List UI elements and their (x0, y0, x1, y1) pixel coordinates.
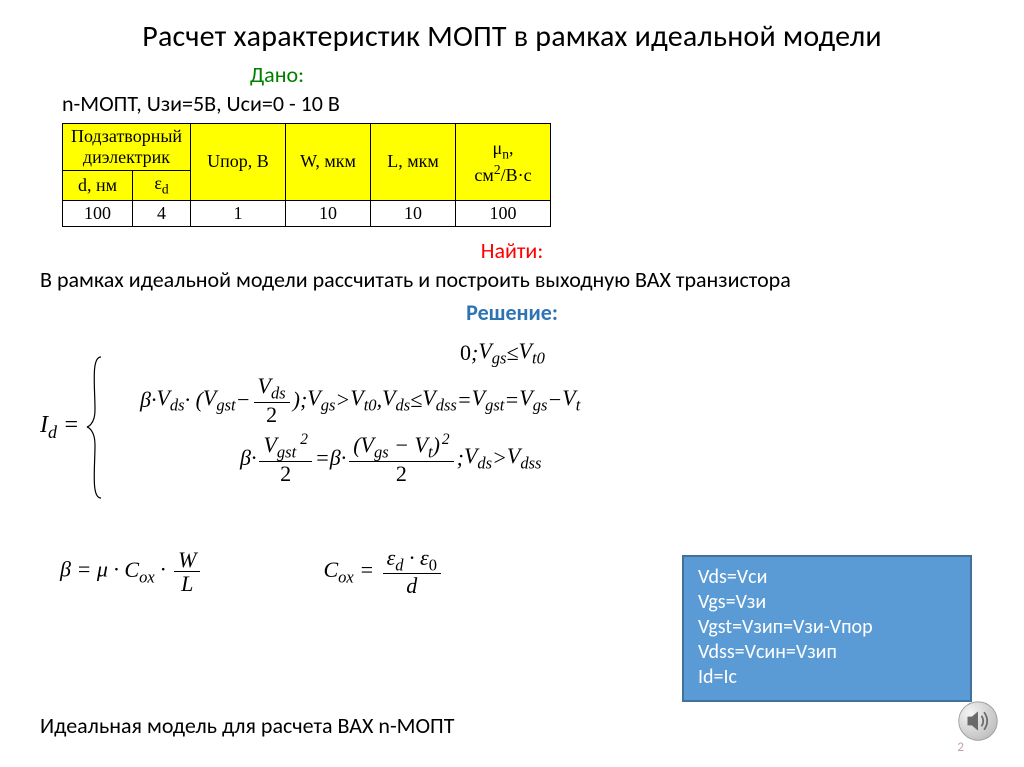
legend-box: Vds=Vси Vgs=Vзи Vgst=Vзип=Vзи-Vпор Vdss=… (682, 555, 972, 702)
cell-upor: 1 (191, 200, 286, 226)
page-title: Расчет характеристик МОПТ в рамках идеал… (40, 18, 984, 55)
legend-line: Id=Ic (698, 665, 956, 690)
cell-d: 100 (63, 200, 133, 226)
table-row: 100 4 1 10 10 100 (63, 200, 551, 226)
th-upor: Uпор, В (191, 124, 286, 201)
cell-l: 10 (371, 200, 456, 226)
legend-line: Vgs=Vзи (698, 590, 956, 615)
solution-label: Решение: (40, 299, 984, 326)
legend-line: Vds=Vси (698, 565, 956, 590)
parameters-table: Подзатворный диэлектрик Uпор, В W, мкм L… (62, 123, 551, 227)
speaker-icon (957, 700, 999, 742)
given-conditions: n-МОПТ, Uзи=5В, Uси=0 - 10 В (62, 90, 984, 117)
find-label: Найти: (40, 237, 984, 264)
th-eps: εd (133, 171, 191, 201)
th-w: W, мкм (286, 124, 371, 201)
lhs-wrap: Id = (40, 355, 107, 500)
slide-container: Расчет характеристик МОПТ в рамках идеал… (0, 0, 1024, 767)
th-dielectric: Подзатворный диэлектрик (63, 124, 191, 171)
cell-mu: 100 (456, 200, 551, 226)
case-3: β · Vgst2 2 = β · (Vgs − Vt)2 2 ;Vds > V… (240, 432, 580, 485)
footer-text: Идеальная модель для расчета ВАХ n-МОПТ (40, 712, 454, 739)
beta-formula: β = μ · Cox · W L (60, 548, 203, 595)
th-upor-text: Uпор, В (207, 151, 269, 171)
find-text: В рамках идеальной модели рассчитать и п… (40, 266, 984, 293)
cell-w: 10 (286, 200, 371, 226)
given-label: Дано: (250, 61, 984, 88)
th-d: d, нм (63, 171, 133, 201)
brace-icon (85, 355, 103, 500)
id-label: Id = (40, 412, 79, 443)
cases: 0;Vgs ≤ Vt0 β · Vds · (Vgst − Vds 2 );Vg… (140, 332, 580, 491)
slide-number: 2 (957, 740, 964, 755)
cell-eps: 4 (133, 200, 191, 226)
formula-system: Id = 0;Vgs ≤ Vt0 β · Vds · (Vgst − Vds 2… (40, 332, 984, 512)
th-mu: μn,см2/В·с (456, 124, 551, 201)
case-1: 0;Vgs ≤ Vt0 (460, 338, 580, 368)
legend-line: Vgst=Vзип=Vзи-Vпор (698, 615, 956, 640)
case-2: β · Vds · (Vgst − Vds 2 );Vgs > Vt0 ,Vds… (140, 374, 580, 426)
cox-formula: Cox = εd · ε0 d (323, 546, 443, 598)
legend-line: Vdss=Vсин=Vзип (698, 640, 956, 665)
th-l: L, мкм (371, 124, 456, 201)
